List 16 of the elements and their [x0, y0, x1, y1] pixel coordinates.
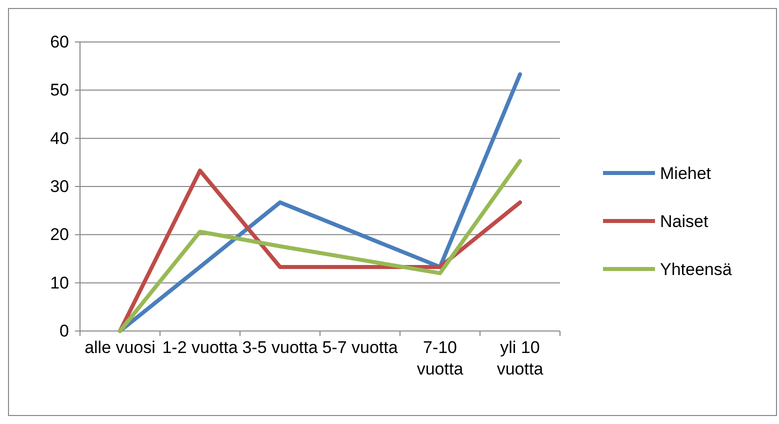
y-tick-label: 30	[50, 176, 69, 196]
x-tick-label: alle vuosi	[84, 338, 156, 358]
y-tick-label: 0	[60, 321, 69, 340]
x-tick-label: yli 10 vuotta	[496, 338, 544, 378]
y-tick-label: 40	[50, 128, 69, 148]
y-tick-label: 10	[50, 273, 69, 292]
x-tick-label: 5-7 vuotta	[322, 338, 398, 358]
y-tick-label: 20	[50, 225, 69, 244]
legend-label: Yhteensä	[660, 260, 732, 279]
y-tick-label: 50	[50, 80, 69, 100]
legend-label: Naiset	[660, 212, 708, 231]
x-tick-label: 1-2 vuotta	[162, 338, 238, 358]
x-tick-label: 3-5 vuotta	[242, 338, 318, 358]
legend-label: Miehet	[660, 164, 712, 183]
x-tick-label: 7-10 vuotta	[416, 338, 464, 378]
y-tick-label: 60	[50, 32, 69, 52]
